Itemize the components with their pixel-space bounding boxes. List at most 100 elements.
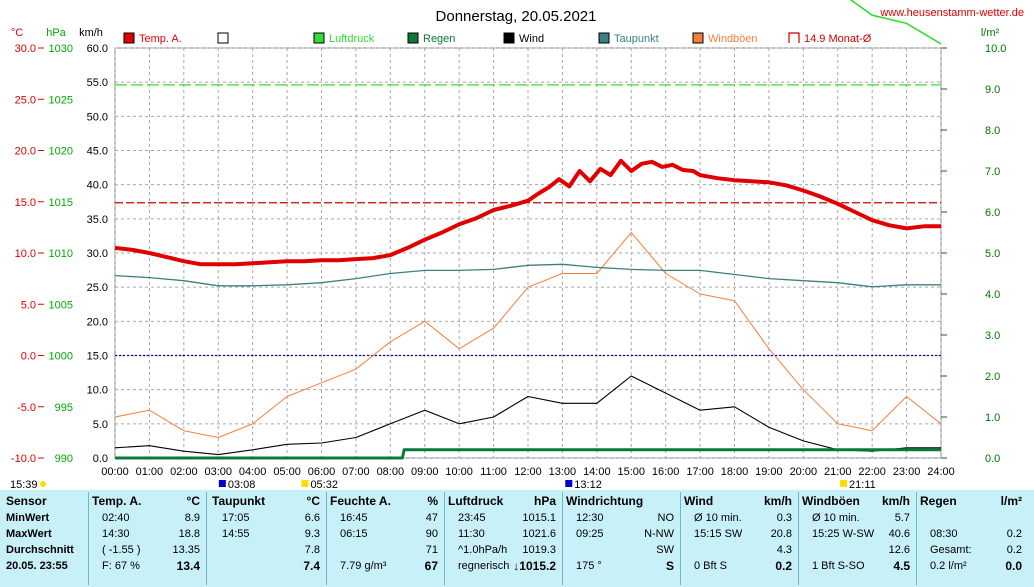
- legend-swatch: [313, 32, 325, 44]
- row-label-max: MaxWert: [6, 528, 52, 540]
- x-tick-label: 06:00: [308, 466, 336, 478]
- windrichtung-row: 09:25 N-NW: [566, 526, 678, 542]
- x-tick-label: 05:00: [273, 466, 301, 478]
- wind-axis-header: km/h: [79, 27, 103, 39]
- wind-row-label: Ø 10 min.: [694, 512, 742, 524]
- taupunkt-row-label: 17:05: [222, 512, 250, 524]
- rain-axis-header: l/m²: [981, 27, 1000, 39]
- wind-tick-label: 0.0: [93, 453, 108, 465]
- taupunkt-row: 14:55 9.3: [212, 526, 324, 542]
- wind-tick-label: 5.0: [93, 419, 108, 431]
- temp-row-label: ( -1.55 ): [102, 544, 141, 556]
- regen-panel: Regen l/m² 08:30 0.2 Gesamt: 0.2 0.2 l/m² 0.0: [920, 494, 1026, 583]
- x-tick-label: 20:00: [790, 466, 818, 478]
- windrichtung-row-value: SW: [656, 544, 674, 556]
- luftdruck-row-value: 1015.1: [522, 512, 556, 524]
- moonset-marker: [218, 480, 226, 487]
- legend-label: Temp. A.: [139, 33, 182, 45]
- regen-row-label: 0.2 l/m²: [930, 560, 967, 572]
- divider: [798, 492, 799, 585]
- legend-label: 14.9 Monat-Ø: [804, 33, 872, 45]
- x-tick-label: 18:00: [721, 466, 749, 478]
- wind-tick-label: 35.0: [87, 214, 108, 226]
- luftdruck-row-label: 23:45: [458, 512, 486, 524]
- feuchte-row-label: 06:15: [340, 528, 368, 540]
- taupunkt-row: 7.4: [212, 558, 324, 574]
- series-line-temp-a-: [114, 158, 941, 267]
- temp-header-unit: °C: [186, 494, 200, 508]
- divider: [562, 492, 563, 585]
- wind-row-value: 20.8: [770, 528, 792, 540]
- pressure-tick-label: 995: [55, 402, 73, 414]
- wind-header: Wind km/h: [684, 494, 796, 510]
- luftdruck-row: 23:45 1015.1: [448, 510, 560, 526]
- x-tick-label: 10:00: [445, 466, 473, 478]
- feuchte-row-value: 90: [425, 528, 438, 540]
- x-tick-label: 12:00: [514, 466, 542, 478]
- x-tick-label: 24:00: [927, 466, 955, 478]
- taupunkt-row: 7.8: [212, 542, 324, 558]
- luftdruck-row-value: 1021.6: [522, 528, 556, 540]
- pressure-tick-label: 1020: [49, 146, 73, 158]
- rain-tick-label: 4.0: [985, 289, 1000, 301]
- row-label-current: 20.05. 23:55: [6, 560, 68, 572]
- wind-tick-label: 10.0: [87, 385, 108, 397]
- wind-row: Ø 10 min. 0.3: [684, 510, 796, 526]
- temp-tick-label: 5.0: [21, 299, 36, 311]
- temp-tick-label: 30.0: [15, 43, 36, 55]
- pressure-tick-label: 1030: [49, 43, 73, 55]
- x-tick-label: 04:00: [239, 466, 267, 478]
- x-tick-label: 08:00: [377, 466, 405, 478]
- windboeen-header: Windböen km/h: [802, 494, 914, 510]
- pressure-tick-label: 990: [55, 453, 73, 465]
- temp-row: F: 67 % 13.4: [92, 558, 204, 574]
- windrichtung-row: SW: [566, 542, 678, 558]
- windboeen-header-unit: km/h: [881, 494, 910, 508]
- luftdruck-header-label: Luftdruck: [448, 494, 504, 508]
- wind-tick-label: 25.0: [87, 282, 108, 294]
- rain-tick-label: 6.0: [985, 207, 1000, 219]
- windrichtung-row-value: NO: [657, 512, 675, 524]
- series-line-regen: [115, 448, 941, 460]
- temp-tick-label: -5.0: [17, 402, 36, 414]
- x-tick-label: 03:00: [204, 466, 232, 478]
- regen-row: 08:30 0.2: [920, 526, 1026, 542]
- summary-table: Sensor MinWert MaxWert Durchschnitt 20.0…: [0, 490, 1034, 587]
- x-tick-label: 11:00: [480, 466, 507, 478]
- regen-header-label: Regen: [920, 494, 957, 508]
- luftdruck-row-label: regnerisch: [458, 560, 510, 572]
- regen-row: Gesamt: 0.2: [920, 542, 1026, 558]
- temp-tick-label: 0.0: [21, 351, 36, 363]
- wind-row-value: 0.2: [775, 559, 792, 573]
- windboeen-row: 1 Bft S-SO 4.5: [802, 558, 914, 574]
- wind-tick-label: 50.0: [87, 111, 108, 123]
- legend-label: Taupunkt: [614, 33, 659, 45]
- temp-row-value: 13.35: [172, 544, 200, 556]
- regen-row-label: Gesamt:: [930, 544, 972, 556]
- current-time-label: 15:39: [10, 479, 38, 490]
- windrichtung-row-label: 12:30: [576, 512, 604, 524]
- divider: [916, 492, 917, 585]
- temp-tick-label: 15.0: [15, 197, 36, 209]
- temp-tick-label: 20.0: [15, 146, 36, 158]
- sunrise-marker-time: 05:32: [310, 479, 338, 490]
- windboeen-row: 12.6: [802, 542, 914, 558]
- x-tick-label: 13:00: [549, 466, 577, 478]
- rain-tick-label: 7.0: [985, 166, 1000, 178]
- windrichtung-header: Windrichtung: [566, 494, 678, 510]
- windrichtung-row: 12:30 NO: [566, 510, 678, 526]
- legend-label: Wind: [519, 33, 544, 45]
- feuchte-header: Feuchte A.%: [330, 494, 442, 510]
- sunset-marker-time: 21:11: [849, 479, 876, 490]
- feuchte-row-value: 71: [425, 544, 438, 556]
- regen-row-value: 0.0: [1005, 559, 1022, 573]
- wind-row: 0 Bft S 0.2: [684, 558, 796, 574]
- windboeen-row-label: 15:25 W-SW: [812, 528, 875, 540]
- x-tick-label: 01:00: [136, 466, 164, 478]
- wind-header-label: Wind: [684, 494, 714, 508]
- temp-tick-label: 25.0: [15, 94, 36, 106]
- weather-chart: Donnerstag, 20.05.2021 www.heusenstamm-w…: [10, 0, 1024, 490]
- divider: [680, 492, 681, 585]
- sensor-panel: Sensor MinWert MaxWert Durchschnitt 20.0…: [6, 494, 86, 583]
- pressure-tick-label: 1005: [49, 299, 73, 311]
